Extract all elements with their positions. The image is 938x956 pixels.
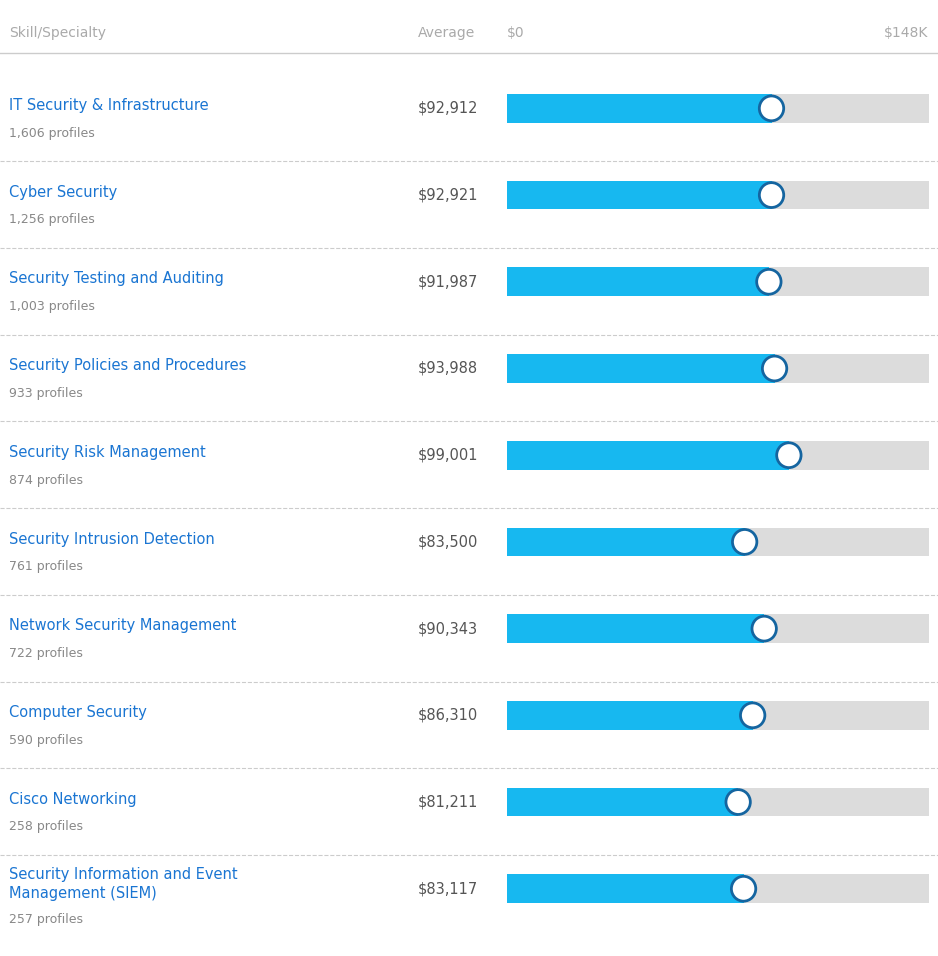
FancyBboxPatch shape (507, 615, 764, 643)
Circle shape (752, 617, 777, 641)
Circle shape (733, 530, 757, 554)
Text: Average: Average (417, 27, 475, 40)
FancyBboxPatch shape (507, 875, 744, 903)
FancyBboxPatch shape (507, 701, 929, 729)
Text: $99,001: $99,001 (417, 447, 477, 463)
Text: Skill/Specialty: Skill/Specialty (9, 27, 106, 40)
Text: $93,988: $93,988 (417, 361, 477, 376)
FancyBboxPatch shape (507, 528, 929, 556)
FancyBboxPatch shape (507, 94, 929, 122)
FancyBboxPatch shape (507, 94, 772, 122)
FancyBboxPatch shape (507, 181, 929, 209)
FancyBboxPatch shape (507, 441, 789, 469)
Text: Cisco Networking: Cisco Networking (9, 792, 137, 807)
FancyBboxPatch shape (507, 268, 769, 296)
Text: Cyber Security: Cyber Security (9, 185, 117, 200)
Text: Security Risk Management: Security Risk Management (9, 445, 206, 460)
Text: 1,256 profiles: 1,256 profiles (9, 213, 95, 227)
Text: Network Security Management: Network Security Management (9, 619, 236, 633)
Text: $81,211: $81,211 (417, 794, 477, 810)
Text: Management (SIEM): Management (SIEM) (9, 886, 158, 901)
Text: 761 profiles: 761 profiles (9, 560, 83, 574)
Circle shape (777, 443, 801, 467)
Text: IT Security & Infrastructure: IT Security & Infrastructure (9, 98, 209, 113)
Text: 874 profiles: 874 profiles (9, 473, 83, 487)
FancyBboxPatch shape (507, 354, 775, 382)
Text: $92,912: $92,912 (417, 101, 477, 116)
Text: 933 profiles: 933 profiles (9, 387, 83, 400)
Text: $0: $0 (507, 27, 524, 40)
Text: $90,343: $90,343 (417, 621, 477, 636)
Circle shape (740, 703, 764, 728)
Circle shape (763, 356, 787, 380)
FancyBboxPatch shape (507, 181, 772, 209)
Text: 1,003 profiles: 1,003 profiles (9, 300, 96, 314)
Text: $86,310: $86,310 (417, 707, 477, 723)
Text: Computer Security: Computer Security (9, 705, 147, 720)
Circle shape (757, 270, 781, 294)
Text: $92,921: $92,921 (417, 187, 477, 203)
Text: 258 profiles: 258 profiles (9, 820, 83, 834)
Text: Security Policies and Procedures: Security Policies and Procedures (9, 358, 247, 373)
Text: $83,500: $83,500 (417, 534, 477, 550)
Text: 257 profiles: 257 profiles (9, 913, 83, 925)
Text: 590 profiles: 590 profiles (9, 733, 83, 747)
Text: $83,117: $83,117 (417, 881, 477, 896)
FancyBboxPatch shape (507, 875, 929, 903)
Text: 1,606 profiles: 1,606 profiles (9, 127, 95, 140)
Text: Security Intrusion Detection: Security Intrusion Detection (9, 532, 215, 547)
FancyBboxPatch shape (507, 354, 929, 382)
Text: 722 profiles: 722 profiles (9, 647, 83, 660)
Circle shape (760, 96, 784, 120)
FancyBboxPatch shape (507, 268, 929, 296)
Circle shape (760, 183, 784, 207)
Text: Security Information and Event: Security Information and Event (9, 867, 238, 881)
FancyBboxPatch shape (507, 788, 738, 816)
FancyBboxPatch shape (507, 701, 752, 729)
Text: $91,987: $91,987 (417, 274, 477, 290)
FancyBboxPatch shape (507, 615, 929, 643)
Text: $148K: $148K (885, 27, 929, 40)
FancyBboxPatch shape (507, 528, 745, 556)
Circle shape (726, 790, 750, 815)
Circle shape (732, 877, 756, 902)
Text: Security Testing and Auditing: Security Testing and Auditing (9, 272, 224, 287)
FancyBboxPatch shape (507, 788, 929, 816)
FancyBboxPatch shape (507, 441, 929, 469)
